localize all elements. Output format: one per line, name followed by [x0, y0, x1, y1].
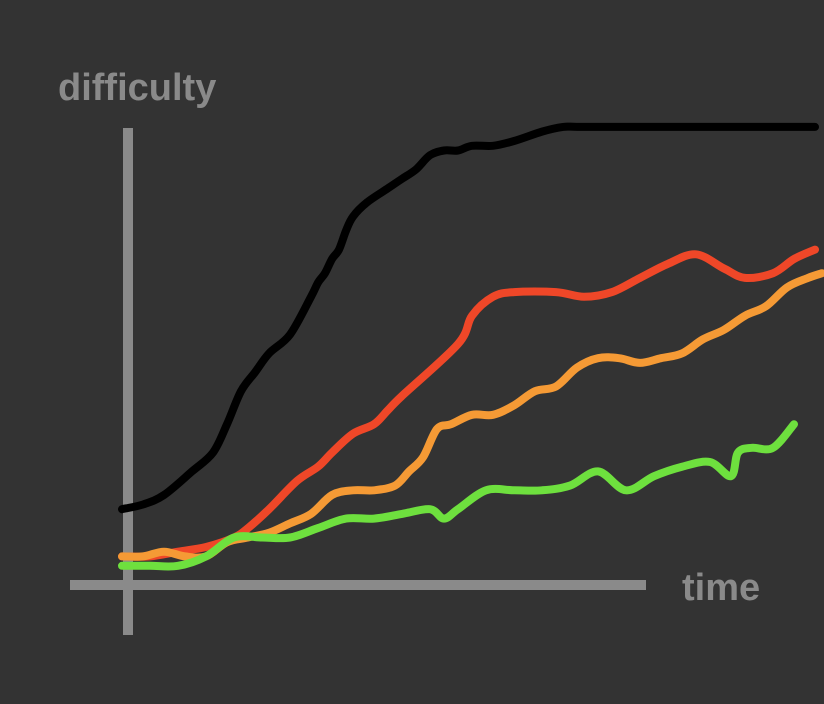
series-line-1 — [118, 122, 819, 514]
series-line-2 — [118, 245, 819, 561]
y-axis-label: difficulty — [58, 67, 216, 109]
y-axis — [123, 128, 133, 635]
x-axis — [70, 580, 646, 590]
series-lines — [118, 122, 824, 571]
axes — [70, 128, 646, 635]
x-axis-label: time — [682, 567, 760, 609]
series-line-4 — [118, 420, 798, 571]
